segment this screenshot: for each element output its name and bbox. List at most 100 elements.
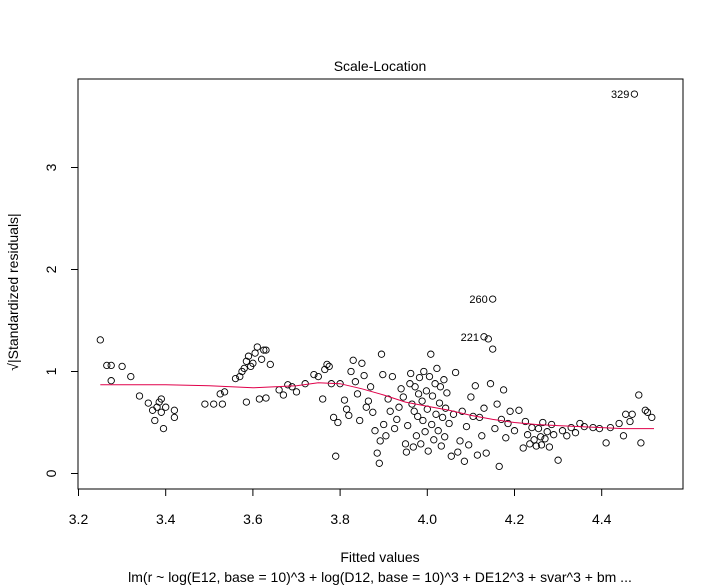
data-point <box>435 399 444 407</box>
data-point <box>478 432 486 440</box>
outlier-label: 260 <box>469 294 487 306</box>
data-point <box>456 437 464 445</box>
data-point <box>319 395 327 403</box>
data-point <box>407 369 415 378</box>
data-point <box>301 380 309 388</box>
data-point <box>537 433 545 441</box>
data-point <box>401 440 410 448</box>
data-point <box>107 361 115 370</box>
data-point <box>360 371 368 380</box>
data-point <box>467 393 475 401</box>
data-point <box>353 390 362 398</box>
data-point <box>576 419 584 428</box>
data-point <box>415 373 424 382</box>
data-point <box>595 424 604 433</box>
data-point <box>451 368 460 377</box>
data-point <box>436 383 445 391</box>
data-point <box>480 333 488 341</box>
data-point <box>386 407 394 415</box>
data-point <box>220 388 229 396</box>
data-point <box>437 442 445 450</box>
x-tick-label: 4.0 <box>418 511 438 527</box>
data-point <box>356 416 364 425</box>
data-point <box>153 403 161 411</box>
data-point <box>369 408 377 416</box>
y-axis-label: √|Standardized residuals| <box>5 213 21 370</box>
data-point <box>430 436 438 444</box>
data-point <box>441 433 449 441</box>
data-point <box>619 432 628 440</box>
data-point <box>486 380 495 388</box>
data-point <box>377 350 386 358</box>
data-point <box>471 382 479 390</box>
data-point <box>393 415 401 424</box>
data-point <box>262 394 270 402</box>
data-point <box>528 423 536 432</box>
data-point <box>504 419 512 428</box>
data-point <box>231 374 240 383</box>
data-point <box>434 427 442 435</box>
data-point <box>409 443 417 451</box>
point-labels: 329 260 221 <box>461 89 630 344</box>
y-axis: 0 1 2 3 <box>43 163 79 477</box>
data-point <box>366 383 375 391</box>
data-point <box>445 419 453 428</box>
data-point <box>432 410 440 418</box>
data-point <box>539 418 547 427</box>
data-point <box>440 376 448 384</box>
data-point <box>521 417 530 426</box>
data-point <box>170 413 179 422</box>
data-point <box>376 437 384 445</box>
y-tick-label: 2 <box>43 265 59 273</box>
data-point <box>530 436 538 444</box>
data-point <box>602 439 610 447</box>
data-point <box>431 380 439 388</box>
data-point <box>388 372 397 381</box>
data-point <box>404 421 412 430</box>
data-point <box>643 408 652 416</box>
data-point <box>151 416 159 425</box>
data-point <box>497 415 506 424</box>
data-point <box>288 383 296 391</box>
data-point <box>384 395 392 403</box>
data-point <box>484 335 492 343</box>
data-point <box>96 336 104 344</box>
data-point <box>422 387 431 395</box>
y-tick-label: 0 <box>43 469 59 477</box>
data-point <box>641 406 649 414</box>
data-point <box>626 417 634 426</box>
data-point <box>637 439 645 447</box>
x-tick-label: 3.6 <box>243 511 263 527</box>
data-point <box>362 403 370 411</box>
data-point <box>545 443 554 451</box>
data-point <box>375 459 383 467</box>
data-point <box>419 416 427 425</box>
x-tick-label: 3.2 <box>69 511 89 527</box>
data-point <box>411 383 419 391</box>
data-point <box>458 407 466 415</box>
data-point <box>210 400 218 408</box>
data-point <box>323 360 331 369</box>
data-point <box>262 346 270 354</box>
data-point <box>242 357 251 365</box>
data-point <box>499 386 508 394</box>
data-point <box>201 400 209 408</box>
data-point <box>244 352 253 360</box>
data-point <box>266 360 274 369</box>
data-point <box>345 411 353 420</box>
data-point <box>622 410 630 418</box>
data-point <box>473 451 482 459</box>
data-point <box>170 406 179 414</box>
data-point <box>427 350 435 358</box>
data-point <box>506 407 514 415</box>
data-point <box>373 449 381 457</box>
data-point <box>284 381 292 389</box>
data-point <box>148 406 157 414</box>
data-point <box>515 406 523 414</box>
data-point <box>349 356 357 364</box>
data-point <box>635 391 643 399</box>
data-point <box>260 346 268 354</box>
data-point <box>332 452 340 460</box>
x-axis-label: Fitted values <box>340 549 419 565</box>
data-point <box>310 370 318 379</box>
